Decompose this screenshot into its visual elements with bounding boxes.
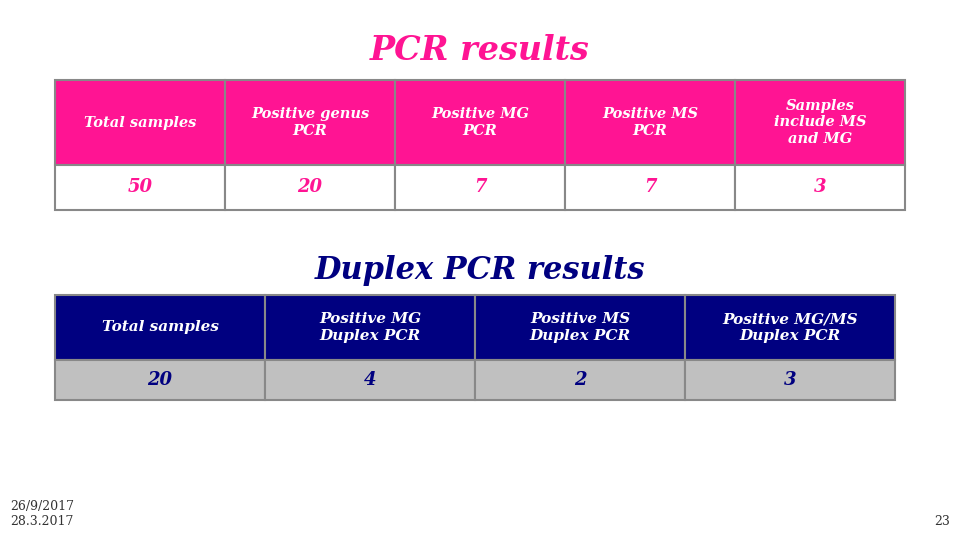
Text: Positive MG/MS
Duplex PCR: Positive MG/MS Duplex PCR [722,313,858,342]
Text: 20: 20 [298,179,323,197]
Bar [475,295,685,360]
Text: 20: 20 [148,371,173,389]
Text: Positive MG
PCR: Positive MG PCR [431,107,529,138]
Bar [735,80,905,165]
Bar [735,165,905,210]
Text: 23: 23 [934,515,950,528]
Text: 3: 3 [783,371,796,389]
Bar [565,80,735,165]
Bar [265,360,475,400]
Text: 3: 3 [814,179,827,197]
Text: Duplex PCR results: Duplex PCR results [315,254,645,286]
Bar [55,295,265,360]
Text: 2: 2 [574,371,587,389]
Bar [225,80,395,165]
Bar [225,165,395,210]
Text: 4: 4 [364,371,376,389]
Text: Positive MS
Duplex PCR: Positive MS Duplex PCR [529,313,631,342]
Text: 50: 50 [128,179,153,197]
Bar [55,80,225,165]
Text: 7: 7 [473,179,487,197]
Bar [55,165,225,210]
Text: Total samples: Total samples [102,321,219,334]
Bar [55,360,265,400]
Text: 26/9/2017
28.3.2017: 26/9/2017 28.3.2017 [10,500,74,528]
Text: Positive genus
PCR: Positive genus PCR [251,107,370,138]
Bar [685,295,895,360]
Bar [265,295,475,360]
Bar [685,360,895,400]
Text: PCR results: PCR results [371,33,589,66]
Bar [395,165,565,210]
Text: Total samples: Total samples [84,116,196,130]
Text: Positive MG
Duplex PCR: Positive MG Duplex PCR [319,313,421,342]
Text: Positive MS
PCR: Positive MS PCR [602,107,698,138]
Bar [475,360,685,400]
Text: 7: 7 [644,179,657,197]
Text: Samples
include MS
and MG: Samples include MS and MG [774,99,866,146]
Bar [395,80,565,165]
Bar [565,165,735,210]
